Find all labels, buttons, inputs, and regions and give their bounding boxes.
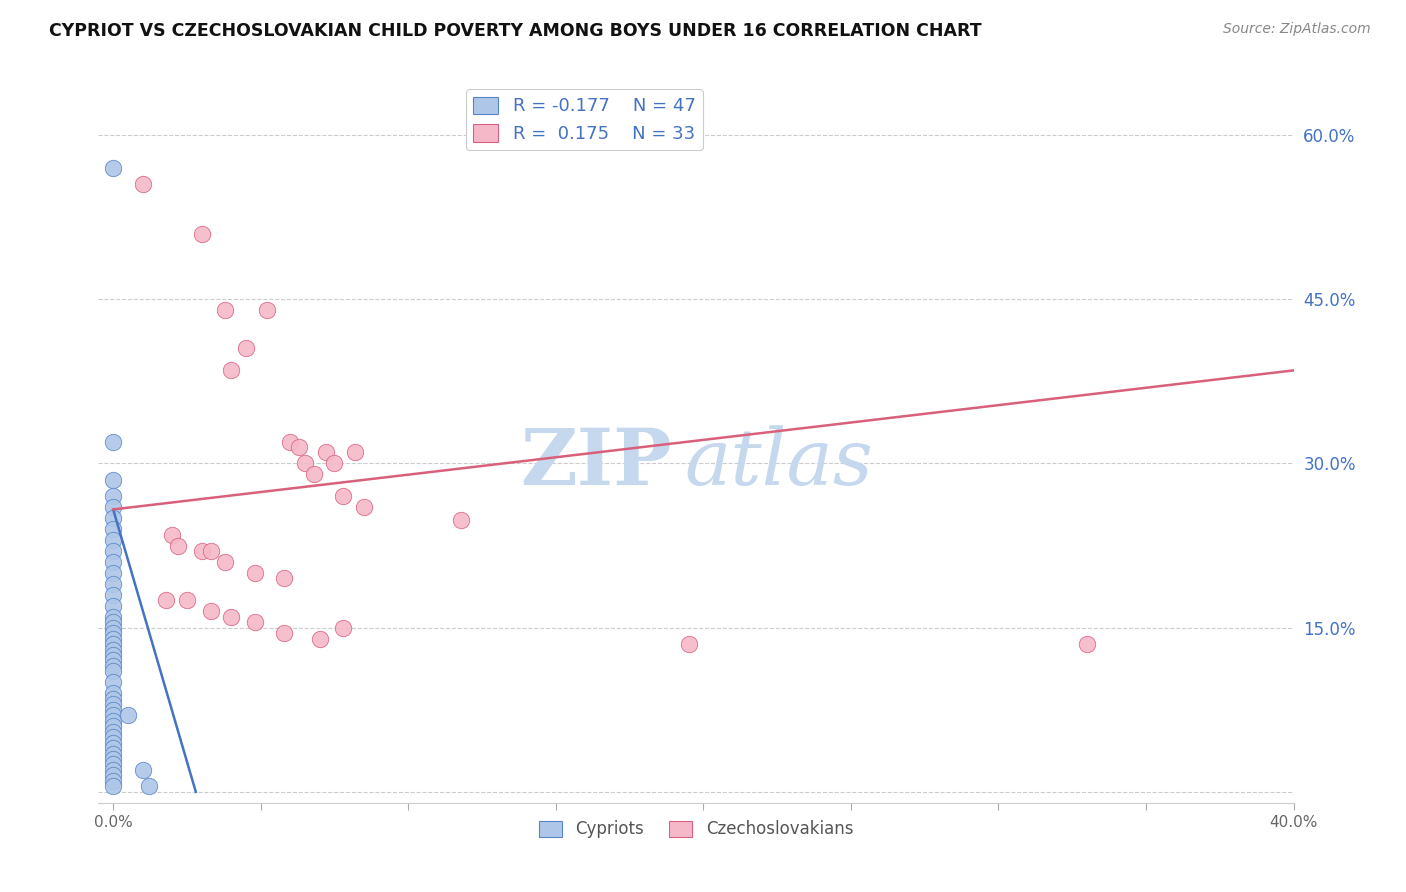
Point <box>450 513 472 527</box>
Point <box>101 522 124 536</box>
Point <box>131 763 153 777</box>
Point <box>117 708 139 723</box>
Point <box>302 467 325 482</box>
Point <box>101 773 124 788</box>
Text: CYPRIOT VS CZECHOSLOVAKIAN CHILD POVERTY AMONG BOYS UNDER 16 CORRELATION CHART: CYPRIOT VS CZECHOSLOVAKIAN CHILD POVERTY… <box>49 22 981 40</box>
Point <box>101 780 124 794</box>
Legend: Cypriots, Czechoslovakians: Cypriots, Czechoslovakians <box>531 814 860 845</box>
Point <box>323 457 346 471</box>
Point <box>101 473 124 487</box>
Point <box>101 588 124 602</box>
Point <box>101 703 124 717</box>
Point <box>278 434 301 449</box>
Point <box>200 544 222 558</box>
Point <box>101 555 124 569</box>
Point <box>101 665 124 679</box>
Point <box>101 637 124 651</box>
Point <box>353 500 375 515</box>
Point <box>235 342 257 356</box>
Point <box>243 615 266 630</box>
Point <box>101 708 124 723</box>
Point <box>273 626 295 640</box>
Point <box>101 161 124 175</box>
Point <box>101 686 124 700</box>
Point <box>101 653 124 667</box>
Point <box>155 593 177 607</box>
Point <box>101 566 124 580</box>
Point <box>101 489 124 503</box>
Point <box>101 768 124 782</box>
Point <box>101 714 124 728</box>
Point <box>101 691 124 706</box>
Point <box>332 489 354 503</box>
Point <box>101 626 124 640</box>
Point <box>101 599 124 613</box>
Point <box>190 544 212 558</box>
Point <box>138 780 160 794</box>
Point <box>344 445 367 459</box>
Point <box>160 527 183 541</box>
Text: Source: ZipAtlas.com: Source: ZipAtlas.com <box>1223 22 1371 37</box>
Point <box>315 445 337 459</box>
Point <box>101 642 124 657</box>
Point <box>101 434 124 449</box>
Point <box>1076 637 1098 651</box>
Point <box>167 539 190 553</box>
Point <box>101 763 124 777</box>
Point <box>101 757 124 772</box>
Point <box>101 511 124 525</box>
Point <box>101 577 124 591</box>
Point <box>101 675 124 690</box>
Point <box>190 227 212 241</box>
Point <box>214 555 236 569</box>
Point <box>176 593 198 607</box>
Point <box>214 303 236 318</box>
Point <box>101 632 124 646</box>
Point <box>101 719 124 733</box>
Text: ZIP: ZIP <box>520 425 672 501</box>
Point <box>101 659 124 673</box>
Point <box>273 571 295 585</box>
Point <box>101 544 124 558</box>
Point <box>101 747 124 761</box>
Point <box>101 609 124 624</box>
Point <box>200 604 222 618</box>
Point <box>101 752 124 766</box>
Point <box>332 621 354 635</box>
Point <box>101 741 124 756</box>
Point <box>256 303 278 318</box>
Point <box>101 730 124 744</box>
Point <box>101 615 124 630</box>
Point <box>101 500 124 515</box>
Point <box>678 637 700 651</box>
Point <box>243 566 266 580</box>
Point <box>101 735 124 749</box>
Point <box>308 632 330 646</box>
Point <box>101 533 124 547</box>
Point <box>288 440 311 454</box>
Text: atlas: atlas <box>685 425 873 501</box>
Point <box>101 724 124 739</box>
Point <box>219 609 242 624</box>
Point <box>219 363 242 377</box>
Point <box>101 698 124 712</box>
Point <box>101 621 124 635</box>
Point <box>131 178 153 192</box>
Point <box>101 648 124 662</box>
Point <box>294 457 316 471</box>
